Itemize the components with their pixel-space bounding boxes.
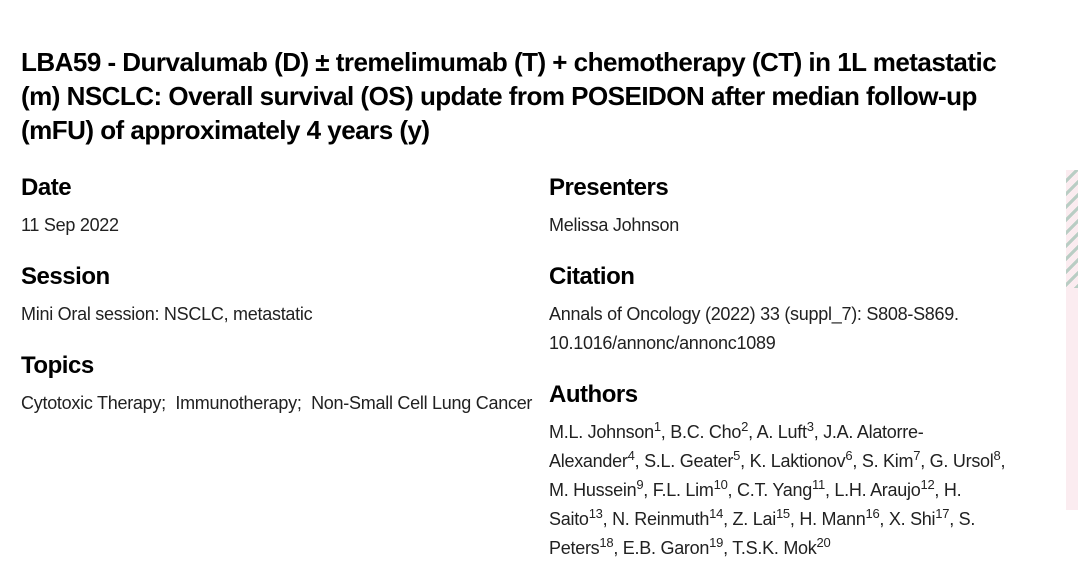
page-title: LBA59 - Durvalumab (D) ± tremelimumab (T… xyxy=(21,47,997,145)
author-affiliation-number: 19 xyxy=(709,535,724,550)
author-affiliation-number: 13 xyxy=(588,506,603,521)
author: K. Laktionov6 xyxy=(749,448,853,471)
author: M.L. Johnson1 xyxy=(549,419,661,442)
author: J.A. Alatorre-Alexander4 xyxy=(549,422,924,471)
author-name: F.L. Lim xyxy=(652,480,714,500)
authors-list: M.L. Johnson1, B.C. Cho2, A. Luft3, J.A.… xyxy=(549,419,1006,558)
author: L.H. Araujo12 xyxy=(834,477,935,500)
author-name: G. Ursol xyxy=(929,451,994,471)
citation-heading: Citation xyxy=(549,263,635,290)
author-affiliation-number: 15 xyxy=(775,506,790,521)
author-name: S. Kim xyxy=(861,451,914,471)
author: H. Saito13 xyxy=(549,480,962,529)
section-date: Date 11 Sep 2022 xyxy=(21,173,533,240)
author-name: M.L. Johnson xyxy=(549,422,654,442)
author-affiliation-number: 1 xyxy=(653,419,661,434)
author-name: B.C. Cho xyxy=(670,422,742,442)
author: C.T. Yang11 xyxy=(737,477,825,500)
author: S. Peters18 xyxy=(549,509,975,558)
author-affiliation-number: 4 xyxy=(627,448,635,463)
author-name: T.S.K. Mok xyxy=(732,538,817,558)
date-value: 11 Sep 2022 xyxy=(21,215,119,235)
author-affiliation-number: 11 xyxy=(811,477,825,492)
left-column: Date 11 Sep 2022 Session Mini Oral sessi… xyxy=(21,173,533,440)
author-affiliation-number: 16 xyxy=(865,506,880,521)
author: F.L. Lim10 xyxy=(652,477,728,500)
author-name: J.A. Alatorre-Alexander xyxy=(549,422,924,471)
author: A. Luft3 xyxy=(756,419,814,442)
details-columns: Date 11 Sep 2022 Session Mini Oral sessi… xyxy=(21,173,1013,569)
section-topics: Topics Cytotoxic Therapy; Immunotherapy;… xyxy=(21,351,533,418)
author: S. Kim7 xyxy=(861,448,921,471)
edge-decoration-strip xyxy=(1066,170,1078,510)
author: H. Mann16 xyxy=(799,506,880,529)
author-affiliation-number: 9 xyxy=(636,477,644,492)
right-column: Presenters Melissa Johnson Citation Anna… xyxy=(549,173,1013,569)
author-affiliation-number: 17 xyxy=(935,506,950,521)
author-name: K. Laktionov xyxy=(749,451,846,471)
author-affiliation-number: 2 xyxy=(741,419,749,434)
author: S.L. Geater5 xyxy=(644,448,741,471)
author-name: M. Hussein xyxy=(549,480,637,500)
author-affiliation-number: 20 xyxy=(816,535,831,550)
topics-value: Cytotoxic Therapy; Immunotherapy; Non-Sm… xyxy=(21,393,533,413)
author-affiliation-number: 7 xyxy=(913,448,921,463)
author-name: L.H. Araujo xyxy=(834,480,921,500)
author-name: E.B. Garon xyxy=(622,538,710,558)
author-affiliation-number: 14 xyxy=(709,506,724,521)
author-name: Z. Lai xyxy=(732,509,777,529)
author: E.B. Garon19 xyxy=(622,535,724,558)
author-affiliation-number: 18 xyxy=(599,535,614,550)
author-name: N. Reinmuth xyxy=(612,509,710,529)
authors-heading: Authors xyxy=(549,381,638,408)
section-authors: Authors M.L. Johnson1, B.C. Cho2, A. Luf… xyxy=(549,380,1013,563)
author-name: H. Mann xyxy=(799,509,866,529)
author-name: X. Shi xyxy=(888,509,936,529)
date-heading: Date xyxy=(21,174,72,201)
section-presenters: Presenters Melissa Johnson xyxy=(549,173,1013,240)
author-affiliation-number: 8 xyxy=(993,448,1001,463)
author-affiliation-number: 10 xyxy=(713,477,728,492)
author-affiliation-number: 12 xyxy=(920,477,935,492)
author-affiliation-number: 5 xyxy=(733,448,741,463)
abstract-content: LBA59 - Durvalumab (D) ± tremelimumab (T… xyxy=(21,45,1013,569)
author: B.C. Cho2 xyxy=(670,419,749,442)
topics-heading: Topics xyxy=(21,352,94,379)
author-name: S.L. Geater xyxy=(644,451,734,471)
section-session: Session Mini Oral session: NSCLC, metast… xyxy=(21,262,533,329)
presenters-heading: Presenters xyxy=(549,174,669,201)
author-affiliation-number: 6 xyxy=(845,448,853,463)
author: X. Shi17 xyxy=(888,506,950,529)
edge-decoration-stripes xyxy=(1066,170,1078,288)
author-name: C.T. Yang xyxy=(737,480,812,500)
author: G. Ursol8 xyxy=(929,448,1001,471)
presenters-value: Melissa Johnson xyxy=(549,215,680,235)
author-name: S. Peters xyxy=(549,509,976,558)
author-affiliation-number: 3 xyxy=(806,419,814,434)
citation-value: Annals of Oncology (2022) 33 (suppl_7): … xyxy=(549,304,959,353)
author-name: A. Luft xyxy=(756,422,807,442)
session-value: Mini Oral session: NSCLC, metastatic xyxy=(21,304,313,324)
session-heading: Session xyxy=(21,263,110,290)
author: Z. Lai15 xyxy=(732,506,791,529)
author: M. Hussein9 xyxy=(549,477,644,500)
author: N. Reinmuth14 xyxy=(612,506,724,529)
author-name: H. Saito xyxy=(549,480,962,529)
section-citation: Citation Annals of Oncology (2022) 33 (s… xyxy=(549,262,1013,358)
author: T.S.K. Mok20 xyxy=(732,535,831,558)
